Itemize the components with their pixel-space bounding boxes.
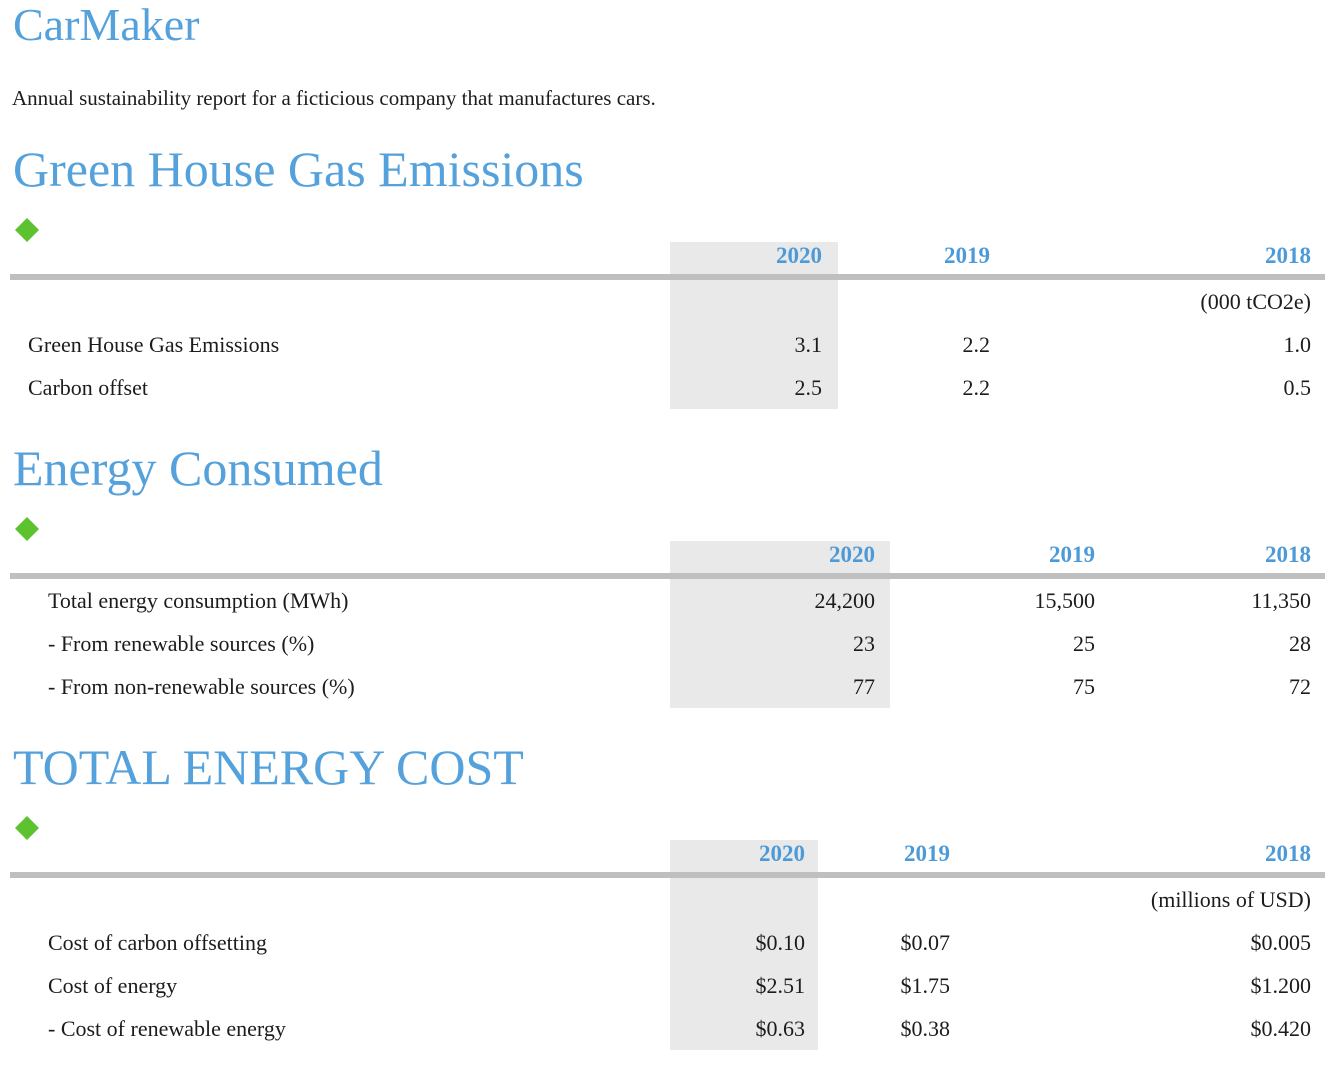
section-title: Energy Consumed: [13, 440, 383, 496]
year-header: 2018: [1265, 841, 1311, 866]
row-value: 75: [1073, 673, 1095, 699]
header-rule: [10, 573, 1325, 579]
row-value: 72: [1289, 673, 1311, 699]
row-value: $1.200: [1250, 972, 1312, 998]
report-section: Green House Gas Emissions 2020 2019 2018 (00…: [10, 143, 1325, 409]
unit-label: (millions of USD): [1150, 886, 1311, 912]
row-value: $2.51: [670, 964, 818, 1007]
unit-spacer: [10, 280, 670, 323]
unit-spacer: [838, 280, 990, 323]
row-label: Green House Gas Emissions: [28, 331, 280, 357]
year-header: 2020: [670, 541, 890, 573]
row-value: $0.38: [900, 1015, 951, 1041]
unit-spacer: [670, 280, 838, 323]
header-rule: [10, 274, 1325, 280]
row-label: - From renewable sources (%): [48, 630, 315, 656]
year-header: 2019: [944, 243, 990, 268]
row-value: 0.5: [1283, 374, 1312, 400]
diamond-icon: [15, 218, 39, 242]
row-label: Total energy consumption (MWh): [48, 587, 349, 613]
year-header: 2018: [1265, 542, 1311, 567]
unit-label: (000 tCO2e): [1200, 288, 1311, 314]
row-value: $0.63: [670, 1007, 818, 1050]
row-label: Carbon offset: [28, 374, 148, 400]
row-value: $0.005: [1250, 929, 1312, 955]
page-subtitle: Annual sustainability report for a ficti…: [12, 86, 656, 110]
row-label: Cost of carbon offsetting: [48, 929, 267, 955]
row-label: - Cost of renewable energy: [48, 1015, 286, 1041]
row-value: 3.1: [670, 323, 838, 366]
row-value: 15,500: [1034, 587, 1096, 613]
data-table: 2020 2019 2018 (000 tCO2e) Green House Gas E…: [10, 242, 1325, 409]
header-rule: [10, 872, 1325, 878]
year-header: 2018: [1265, 243, 1311, 268]
diamond-icon: [15, 816, 39, 840]
row-value: $0.420: [1250, 1015, 1312, 1041]
report-sections: Green House Gas Emissions 2020 2019 2018 (00…: [10, 143, 1325, 1050]
row-value: 1.0: [1283, 331, 1312, 357]
unit-spacer: [10, 878, 670, 921]
row-value: 23: [670, 622, 890, 665]
page-title: CarMaker: [13, 0, 200, 50]
unit-spacer: [670, 878, 818, 921]
row-value: $1.75: [900, 972, 951, 998]
row-value: 28: [1289, 630, 1311, 656]
row-value: 2.2: [962, 331, 991, 357]
row-value: $0.07: [900, 929, 951, 955]
header-spacer: [10, 242, 670, 274]
row-label: - From non-renewable sources (%): [48, 673, 355, 699]
row-value: 25: [1073, 630, 1095, 656]
row-value: 11,350: [1251, 587, 1311, 613]
header-spacer: [10, 840, 670, 872]
data-table: 2020 2019 2018 (millions of USD) Cost of car…: [10, 840, 1325, 1050]
row-value: 77: [670, 665, 890, 708]
section-title: TOTAL ENERGY COST: [13, 739, 524, 795]
row-label: Cost of energy: [48, 972, 178, 998]
row-value: 2.5: [670, 366, 838, 409]
year-header: 2019: [1049, 542, 1095, 567]
row-value: 2.2: [962, 374, 991, 400]
report-section: Energy Consumed 2020 2019 2018 Total energy …: [10, 442, 1325, 708]
unit-spacer: [818, 878, 952, 921]
year-header: 2019: [904, 841, 950, 866]
header-spacer: [10, 541, 670, 573]
row-value: $0.10: [670, 921, 818, 964]
row-value: 24,200: [670, 579, 890, 622]
year-header: 2020: [670, 840, 818, 872]
year-header: 2020: [670, 242, 838, 274]
data-table: 2020 2019 2018 Total energy consumption (MW…: [10, 541, 1325, 708]
diamond-icon: [15, 517, 39, 541]
report-section: TOTAL ENERGY COST 2020 2019 2018 (millions o…: [10, 741, 1325, 1050]
section-title: Green House Gas Emissions: [13, 141, 584, 197]
